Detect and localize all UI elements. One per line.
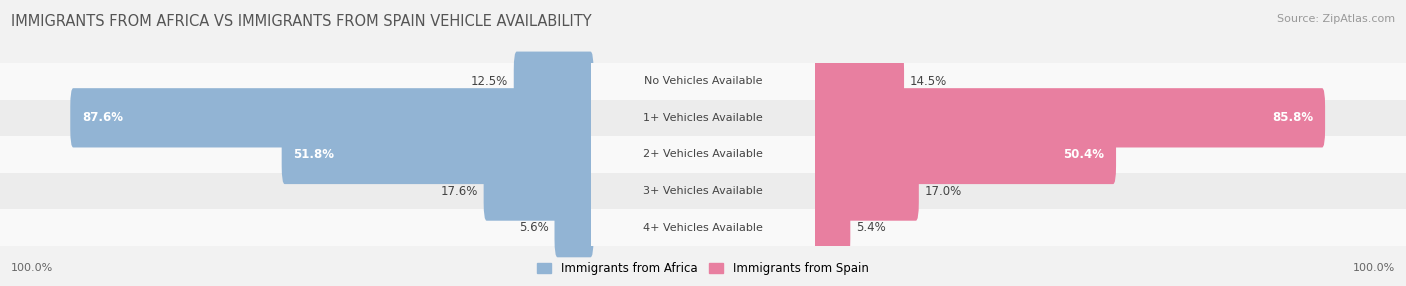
Bar (815, 100, 1406, 136)
Text: Source: ZipAtlas.com: Source: ZipAtlas.com (1277, 14, 1395, 24)
Bar (591, 136, 815, 173)
Bar (591, 209, 815, 246)
Text: 87.6%: 87.6% (82, 111, 124, 124)
FancyBboxPatch shape (813, 125, 1116, 184)
Text: 51.8%: 51.8% (294, 148, 335, 161)
Bar (591, 173, 815, 209)
Bar (815, 136, 1406, 173)
Text: 1+ Vehicles Available: 1+ Vehicles Available (643, 113, 763, 123)
Bar (0, 63, 591, 100)
Bar (815, 63, 1406, 100)
Bar (0, 173, 591, 209)
Text: 3+ Vehicles Available: 3+ Vehicles Available (643, 186, 763, 196)
FancyBboxPatch shape (554, 198, 593, 257)
Text: 100.0%: 100.0% (11, 263, 53, 273)
Bar (591, 100, 815, 136)
Bar (0, 209, 591, 246)
Text: 17.6%: 17.6% (440, 184, 478, 198)
FancyBboxPatch shape (281, 125, 593, 184)
Bar (0, 136, 591, 173)
Text: 85.8%: 85.8% (1272, 111, 1313, 124)
FancyBboxPatch shape (513, 51, 593, 111)
Text: 12.5%: 12.5% (471, 75, 508, 88)
Text: 2+ Vehicles Available: 2+ Vehicles Available (643, 150, 763, 159)
Text: 14.5%: 14.5% (910, 75, 948, 88)
FancyBboxPatch shape (813, 51, 904, 111)
FancyBboxPatch shape (70, 88, 593, 148)
FancyBboxPatch shape (813, 88, 1324, 148)
Text: No Vehicles Available: No Vehicles Available (644, 76, 762, 86)
Text: 5.4%: 5.4% (856, 221, 886, 234)
FancyBboxPatch shape (813, 198, 851, 257)
FancyBboxPatch shape (813, 161, 920, 221)
Text: 50.4%: 50.4% (1063, 148, 1104, 161)
Text: 4+ Vehicles Available: 4+ Vehicles Available (643, 223, 763, 233)
FancyBboxPatch shape (484, 161, 593, 221)
Text: 5.6%: 5.6% (519, 221, 548, 234)
Bar (591, 63, 815, 100)
Legend: Immigrants from Africa, Immigrants from Spain: Immigrants from Africa, Immigrants from … (533, 258, 873, 280)
Text: 100.0%: 100.0% (1353, 263, 1395, 273)
Bar (815, 209, 1406, 246)
Bar (815, 173, 1406, 209)
Text: 17.0%: 17.0% (925, 184, 962, 198)
Bar (0, 100, 591, 136)
Text: IMMIGRANTS FROM AFRICA VS IMMIGRANTS FROM SPAIN VEHICLE AVAILABILITY: IMMIGRANTS FROM AFRICA VS IMMIGRANTS FRO… (11, 14, 592, 29)
